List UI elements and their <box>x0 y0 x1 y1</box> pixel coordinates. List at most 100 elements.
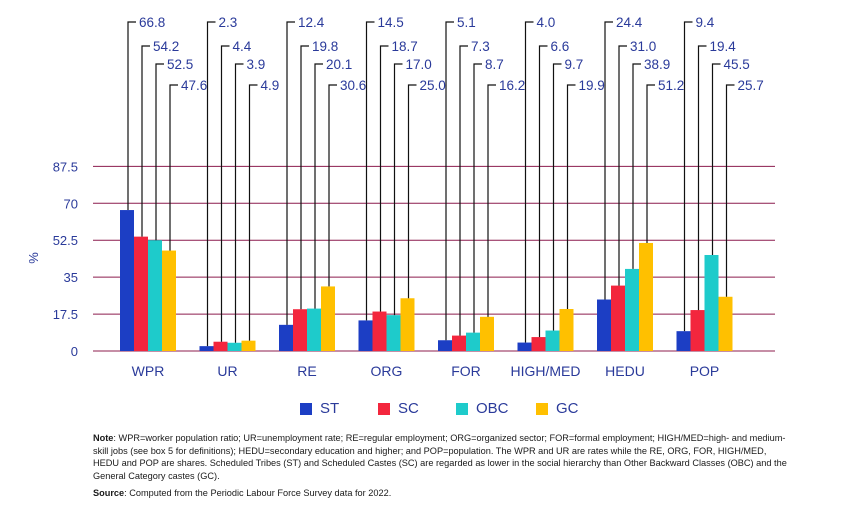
data-label: 19.8 <box>312 39 338 54</box>
legend-label-gc: GC <box>556 400 579 417</box>
bar-gc-7 <box>718 296 733 351</box>
bar-st-0 <box>120 210 134 351</box>
leader-line <box>248 84 258 341</box>
bar-sc-5 <box>531 337 546 351</box>
bar-obc-5 <box>545 330 560 351</box>
y-tick-label: 17.5 <box>53 307 78 322</box>
chart-legend: ST SC OBC GC <box>300 400 614 417</box>
legend-swatch-sc <box>378 402 390 415</box>
bar-st-3 <box>358 320 373 351</box>
data-label: 7.3 <box>471 39 490 54</box>
data-label: 38.9 <box>644 57 670 72</box>
data-label: 45.5 <box>724 57 750 72</box>
leader-line <box>459 45 468 336</box>
bar-gc-2 <box>321 286 335 351</box>
y-tick-label: 70 <box>64 196 78 211</box>
bar-obc-1 <box>227 342 242 351</box>
bar-obc-4 <box>466 332 480 351</box>
bar-obc-3 <box>386 315 401 351</box>
y-tick-label: 87.5 <box>53 159 78 174</box>
data-label: 20.1 <box>326 57 352 72</box>
x-tick-label: HIGH/MED <box>511 363 581 379</box>
leader-line <box>683 21 693 332</box>
data-label: 2.3 <box>219 15 238 30</box>
leader-line <box>445 21 454 341</box>
leader-line <box>566 84 576 310</box>
data-label: 31.0 <box>630 39 656 54</box>
bar-st-7 <box>676 331 691 351</box>
leader-line <box>169 84 178 251</box>
chart-area: 0 17.5 35 52.5 70 87.5% 66.8 54.2 52.5 47.6 WPR 2.3… <box>26 15 775 379</box>
x-tick-label: UR <box>217 363 237 379</box>
legend-swatch-obc <box>456 402 468 415</box>
data-label: 12.4 <box>298 15 325 30</box>
bar-sc-1 <box>213 341 228 351</box>
leader-line <box>286 21 295 325</box>
data-label: 17.0 <box>406 57 432 72</box>
data-label: 24.4 <box>616 15 643 30</box>
source-text: : Computed from the Periodic Labour Forc… <box>124 488 392 498</box>
leader-line <box>365 21 375 321</box>
data-label: 30.6 <box>340 78 366 93</box>
x-tick-label: FOR <box>451 363 481 379</box>
data-label: 4.0 <box>537 15 556 30</box>
legend-item-sc: SC <box>378 400 456 417</box>
leader-line <box>206 21 216 347</box>
x-tick-label: HEDU <box>605 363 645 379</box>
data-label: 16.2 <box>499 78 525 93</box>
leader-line <box>328 84 337 287</box>
note-label: Note <box>93 433 114 443</box>
leader-line <box>300 45 309 310</box>
leader-line <box>524 21 534 343</box>
data-label: 52.5 <box>167 57 193 72</box>
data-label: 6.6 <box>551 39 570 54</box>
bar-gc-1 <box>241 340 256 351</box>
legend-item-obc: OBC <box>456 400 536 417</box>
legend-label-st: ST <box>320 400 340 417</box>
data-label: 14.5 <box>378 15 404 30</box>
bar-st-5 <box>517 342 532 351</box>
leader-line <box>552 63 562 331</box>
leader-line <box>538 45 548 338</box>
bar-chart: 0 17.5 35 52.5 70 87.5% 66.8 54.2 52.5 47.6 WPR 2.3… <box>26 15 775 379</box>
legend-swatch-st <box>300 402 312 415</box>
x-tick-label: WPR <box>132 363 165 379</box>
leader-line <box>155 63 164 241</box>
data-label: 54.2 <box>153 39 179 54</box>
leader-line <box>632 63 641 269</box>
leader-line <box>487 84 496 317</box>
data-label: 47.6 <box>181 78 207 93</box>
bar-gc-5 <box>559 309 574 351</box>
data-label: 66.8 <box>139 15 165 30</box>
data-label: 9.4 <box>696 15 715 30</box>
bar-st-6 <box>597 299 611 351</box>
bar-obc-6 <box>625 268 639 351</box>
leader-line <box>407 84 417 299</box>
bar-st-1 <box>199 346 214 351</box>
leader-line <box>473 63 482 333</box>
x-tick-label: POP <box>690 363 720 379</box>
legend-label-obc: OBC <box>476 400 509 417</box>
data-label: 51.2 <box>658 78 684 93</box>
legend-swatch-gc <box>536 402 548 415</box>
leader-line <box>379 45 389 312</box>
data-label: 4.9 <box>261 78 280 93</box>
leader-line <box>646 84 655 243</box>
bar-sc-4 <box>452 335 466 351</box>
data-label: 5.1 <box>457 15 476 30</box>
bar-gc-4 <box>480 316 494 351</box>
y-tick-label: 35 <box>64 270 78 285</box>
y-tick-label: 0 <box>71 344 78 359</box>
leader-line <box>725 84 735 297</box>
note-text: : WPR=worker population ratio; UR=unempl… <box>93 433 787 481</box>
bar-sc-6 <box>611 285 625 351</box>
leader-line <box>697 45 707 311</box>
legend-item-gc: GC <box>536 400 614 417</box>
leader-line <box>234 63 244 343</box>
x-tick-label: ORG <box>371 363 403 379</box>
bar-sc-7 <box>690 310 705 351</box>
x-tick-label: RE <box>297 363 316 379</box>
leader-line <box>393 63 403 316</box>
leader-line <box>314 63 323 309</box>
leader-line <box>220 45 230 342</box>
